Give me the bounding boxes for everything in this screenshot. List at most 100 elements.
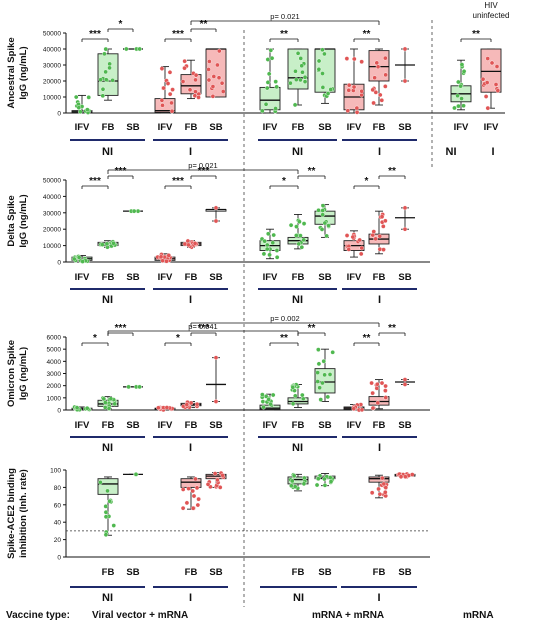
data-point — [316, 476, 321, 482]
data-point — [290, 401, 296, 407]
data-point — [371, 229, 377, 234]
data-point — [267, 252, 272, 258]
data-point — [213, 205, 219, 211]
data-point — [103, 69, 108, 75]
data-point — [76, 105, 82, 110]
y-axis-label: Ancestral Spike IgG (ng/mL) — [6, 37, 29, 108]
data-point — [294, 224, 299, 229]
data-point — [316, 66, 322, 72]
y-tick-label: 0 — [57, 111, 61, 118]
x-tick-label: SB — [398, 272, 411, 283]
data-point — [268, 48, 274, 53]
significance-bracket: ** — [297, 323, 326, 336]
x-tick-label: FB — [102, 272, 115, 283]
data-point — [80, 259, 85, 264]
x-tick-label: SB — [318, 122, 331, 133]
significance-mark: ** — [308, 166, 316, 177]
data-point — [483, 94, 489, 99]
data-point — [126, 384, 131, 390]
group-label: I — [378, 146, 381, 158]
significance-bracket: *** — [107, 323, 134, 336]
significance-bracket: * — [81, 333, 109, 346]
data-point — [193, 77, 198, 83]
significance-mark: ** — [363, 29, 371, 40]
data-point — [274, 248, 280, 253]
data-point — [160, 103, 165, 108]
y-axis-label: Spike-ACE2 binding inhibition (Inh. rate) — [6, 468, 29, 559]
y-axis-label-line: Delta Spike — [6, 195, 17, 246]
data-point — [180, 487, 186, 492]
data-point — [186, 242, 191, 248]
data-point — [369, 380, 374, 386]
data-point — [351, 56, 357, 62]
data-point — [402, 382, 408, 387]
data-point — [210, 84, 216, 89]
extra-header-line: HIV — [484, 1, 498, 10]
data-point — [265, 80, 271, 85]
x-tick-label: IFV — [454, 122, 469, 133]
data-point — [167, 91, 173, 97]
data-point — [166, 253, 172, 258]
x-tick-label: IFV — [158, 122, 173, 133]
data-point — [274, 254, 280, 260]
data-point — [484, 80, 490, 85]
data-point — [266, 397, 271, 402]
data-point — [217, 485, 223, 490]
data-point — [373, 90, 379, 95]
data-point — [489, 60, 495, 66]
data-point — [346, 82, 352, 88]
y-axis-label-line: IgG (ng/mL) — [18, 46, 29, 99]
box-green — [314, 347, 336, 402]
data-point — [495, 88, 501, 93]
data-point — [374, 386, 380, 391]
data-point — [262, 238, 267, 244]
x-tick-label: FB — [185, 567, 198, 578]
y-tick-label: 4000 — [47, 359, 62, 366]
pvalue-text: p= 0.002 — [270, 314, 299, 323]
x-tick-label: SB — [398, 122, 411, 133]
y-tick-label: 80 — [54, 485, 62, 492]
footer-type-mrna-mrna: mRNA + mRNA — [312, 610, 385, 621]
box-red — [368, 474, 390, 499]
significance-mark: * — [176, 333, 180, 344]
significance-bracket: ** — [378, 166, 406, 179]
significance-bracket: ** — [378, 323, 406, 336]
significance-bracket: * — [269, 176, 299, 189]
data-point — [167, 70, 173, 75]
data-point — [210, 94, 216, 99]
data-point — [456, 103, 461, 109]
significance-mark: *** — [89, 29, 101, 40]
box-iqr — [97, 53, 119, 96]
box-green — [71, 254, 93, 264]
chart-panel-3: 0 1000 2000 3000 4000 5000 6000 Omicron Spike Ig… — [6, 314, 430, 454]
data-point — [324, 233, 329, 239]
box-red — [205, 48, 227, 99]
data-point — [316, 58, 322, 64]
box-red — [480, 48, 502, 111]
y-tick-label: 6000 — [47, 335, 62, 342]
y-tick-label: 40000 — [43, 47, 61, 54]
box-red — [154, 252, 176, 264]
data-point — [328, 479, 334, 484]
data-point — [299, 63, 305, 69]
significance-bracket: *** — [164, 176, 192, 189]
box-green — [123, 384, 143, 390]
y-tick-label: 30000 — [43, 210, 61, 217]
significance-mark: ** — [308, 323, 316, 334]
box-iqr — [259, 86, 281, 111]
y-axis-label-line: IgG (ng/mL) — [18, 347, 29, 400]
y-tick-label: 20000 — [43, 79, 61, 86]
data-point — [327, 372, 333, 377]
data-point — [98, 480, 103, 485]
data-point — [100, 242, 105, 247]
data-point — [111, 240, 116, 246]
box-iqr — [287, 48, 309, 90]
data-point — [383, 383, 388, 389]
data-point — [158, 254, 164, 260]
data-point — [322, 482, 328, 488]
x-tick-label: SB — [209, 272, 222, 283]
box-iqr — [287, 476, 309, 485]
data-point — [205, 482, 211, 487]
data-point — [215, 62, 220, 68]
